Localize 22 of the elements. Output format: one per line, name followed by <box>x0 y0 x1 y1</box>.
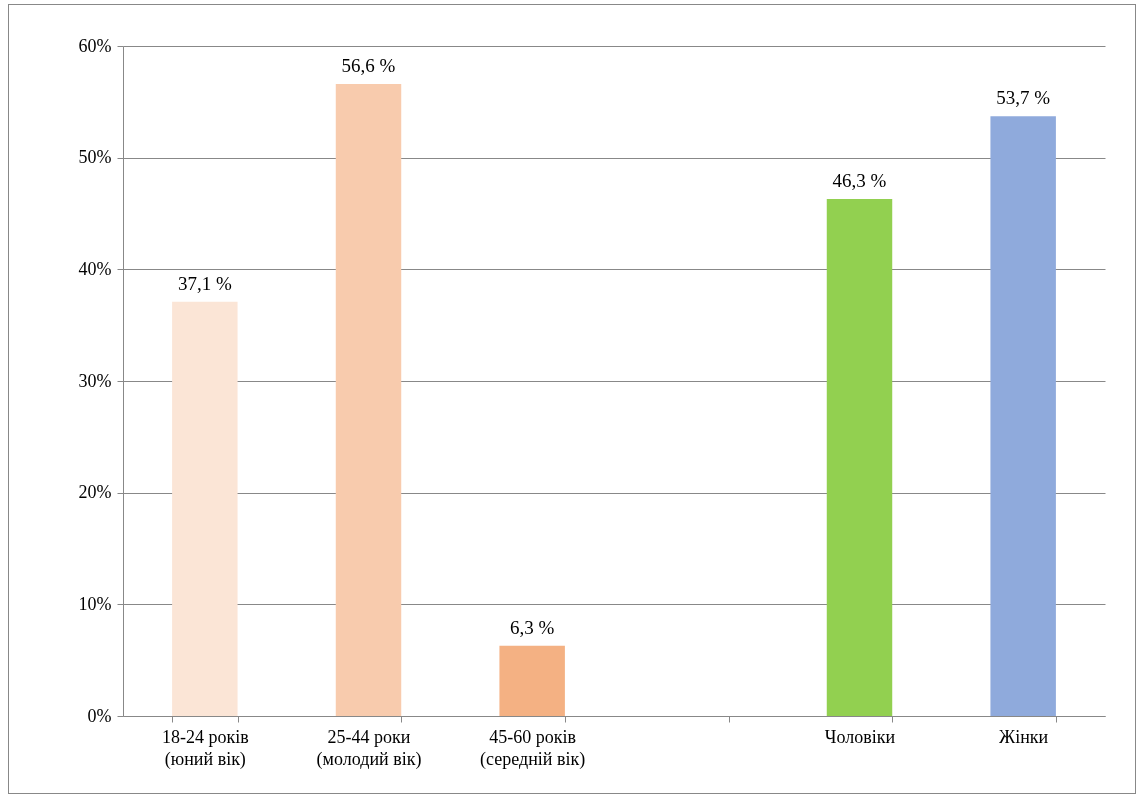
bar <box>499 645 565 716</box>
y-tick-label: 50% <box>78 147 112 168</box>
y-tick-label: 0% <box>87 705 112 726</box>
y-tick-label: 40% <box>78 258 112 279</box>
x-tick-label: 45-60 років (середній вік) <box>480 726 586 770</box>
data-label: 56,6 % <box>341 54 396 76</box>
data-label: 37,1 % <box>177 272 232 294</box>
y-tick-label: 30% <box>78 370 112 391</box>
bar <box>335 83 402 716</box>
bar <box>826 198 893 716</box>
data-label: 53,7 % <box>996 87 1051 109</box>
data-label: 46,3 % <box>832 169 887 191</box>
y-tick-label: 60% <box>78 35 112 56</box>
y-tick-label: 10% <box>78 593 112 614</box>
bar <box>990 116 1056 716</box>
data-label: 6,3 % <box>510 616 555 638</box>
y-tick-label: 20% <box>78 482 112 503</box>
x-tick-label: Жінки <box>999 726 1049 747</box>
bar <box>172 301 238 716</box>
x-tick-label: 18-24 років (юний вік) <box>161 726 249 770</box>
x-tick-label: 25-44 роки (молодий вік) <box>316 726 422 770</box>
x-tick-label: Чоловіки <box>824 726 896 747</box>
